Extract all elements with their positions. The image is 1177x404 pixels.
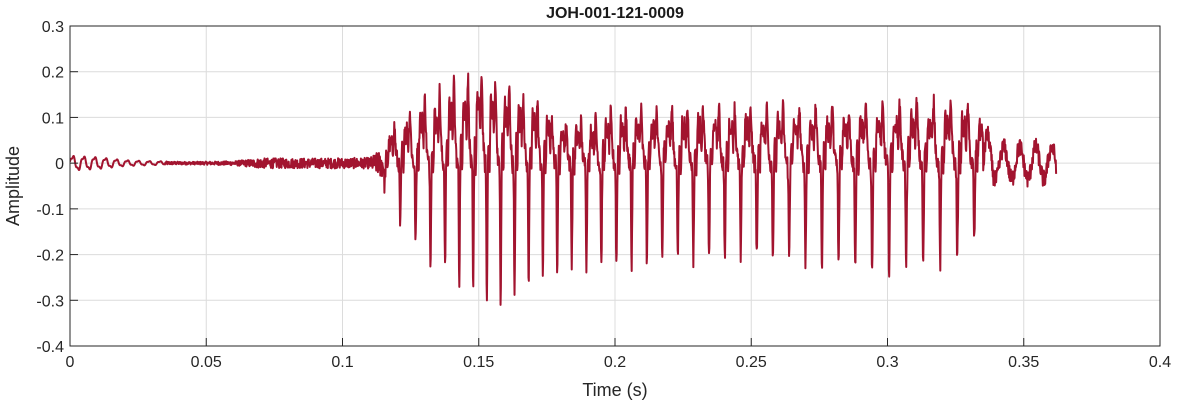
x-tick-label: 0.35: [1008, 354, 1039, 371]
x-tick-label: 0.2: [604, 354, 626, 371]
y-tick-label: -0.4: [36, 339, 64, 356]
y-tick-label: -0.2: [36, 248, 64, 265]
x-tick-label: 0.25: [736, 354, 767, 371]
y-axis-label: Amplitude: [3, 146, 23, 226]
x-tick-label: 0.3: [876, 354, 898, 371]
y-tick-label: -0.3: [36, 293, 64, 310]
x-axis-ticks: 0 0.05 0.1 0.15 0.2 0.25 0.3 0.35 0.4: [66, 338, 1171, 371]
x-tick-label: 0.15: [463, 354, 494, 371]
x-axis-label: Time (s): [582, 380, 647, 400]
y-tick-label: 0.3: [42, 19, 64, 36]
waveform-line: [70, 72, 1058, 306]
x-tick-label: 0.4: [1149, 354, 1171, 371]
x-tick-label: 0.05: [191, 354, 222, 371]
x-tick-label: 0.1: [331, 354, 353, 371]
y-tick-label: 0: [55, 156, 64, 173]
waveform-series: [70, 72, 1058, 306]
y-axis-ticks: -0.4 -0.3 -0.2 -0.1 0 0.1 0.2 0.3: [36, 19, 78, 356]
x-tick-label: 0: [66, 354, 75, 371]
y-tick-label: -0.1: [36, 202, 64, 219]
y-tick-label: 0.1: [42, 110, 64, 127]
y-tick-label: 0.2: [42, 65, 64, 82]
chart-title: JOH-001-121-0009: [546, 5, 684, 22]
